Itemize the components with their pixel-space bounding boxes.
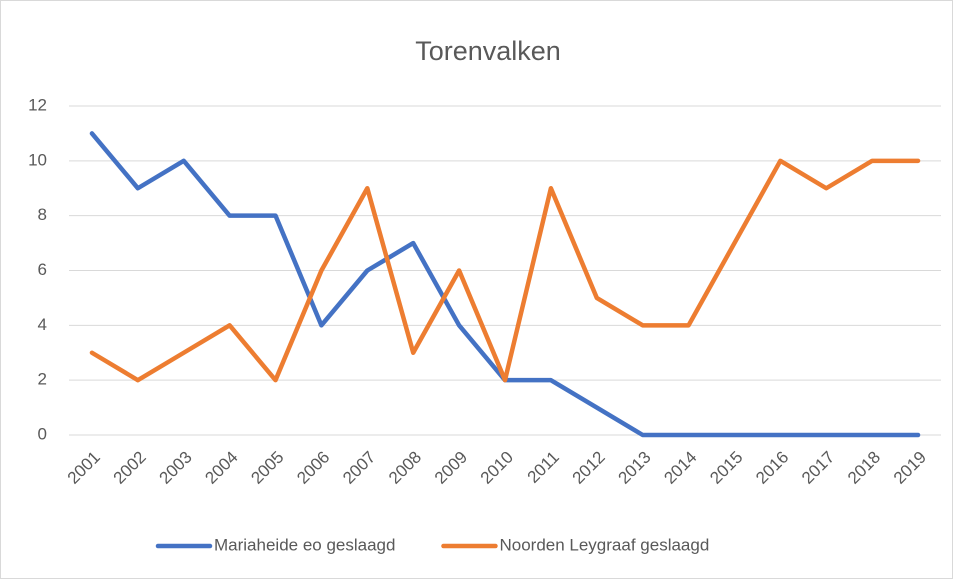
y-tick-label: 6	[38, 260, 47, 279]
y-tick-label: 2	[38, 370, 47, 389]
legend-label: Mariaheide eo geslaagd	[214, 535, 395, 554]
chart-title: Torenvalken	[415, 36, 561, 66]
legend-label: Noorden Leygraaf geslaagd	[499, 535, 709, 554]
line-series	[89, 158, 921, 383]
y-tick-label: 4	[38, 315, 47, 334]
y-tick-label: 12	[28, 95, 47, 114]
y-tick-label: 0	[38, 424, 47, 443]
y-tick-label: 10	[28, 150, 47, 169]
y-tick-label: 8	[38, 205, 47, 224]
